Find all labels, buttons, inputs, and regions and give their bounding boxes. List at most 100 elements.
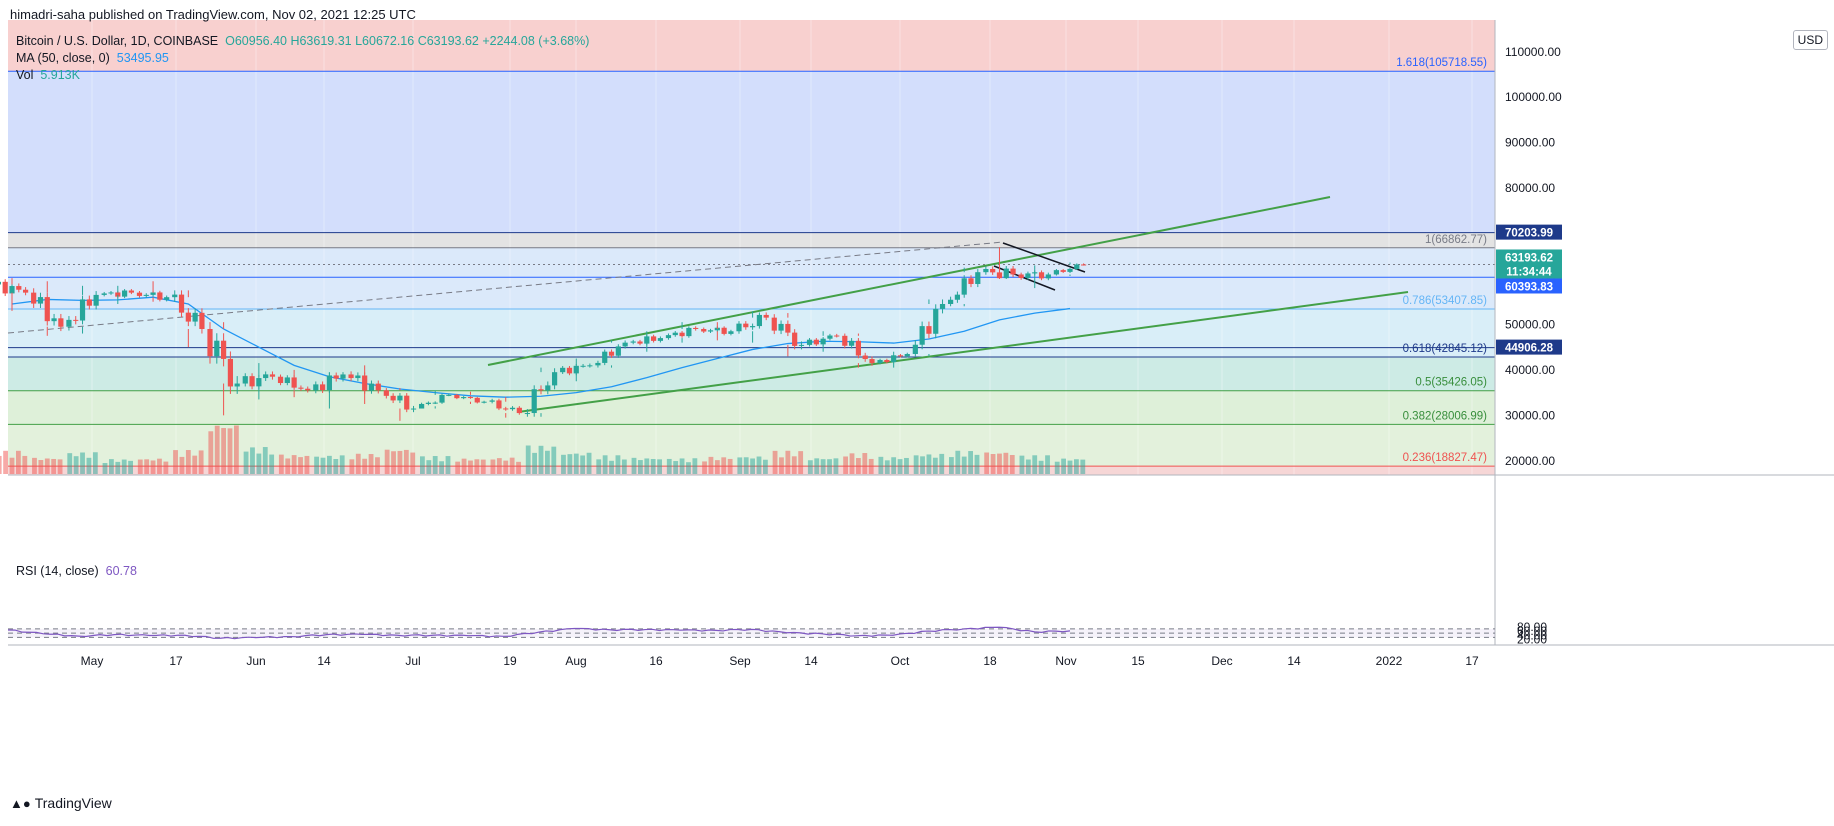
candle-body — [904, 353, 910, 357]
volume-bar — [57, 459, 63, 474]
candle-body — [961, 278, 967, 295]
price-tick-label: 30000.00 — [1505, 408, 1555, 422]
volume-legend-value: 5.913K — [40, 68, 80, 82]
volume-bar — [913, 455, 919, 474]
volume-bar — [1025, 459, 1031, 474]
volume-bar — [73, 456, 79, 474]
volume-bar — [868, 458, 874, 474]
fib-zone-4 — [8, 308, 1495, 357]
rsi-band-fill — [8, 628, 1495, 638]
volume-legend[interactable]: Vol 5.913K — [16, 68, 80, 82]
candle-body — [736, 323, 742, 332]
candle-body — [743, 323, 749, 328]
volume-bar — [403, 449, 409, 474]
candle-body — [227, 358, 233, 387]
volume-bar — [468, 460, 473, 474]
candle-body — [665, 335, 672, 339]
ma-legend-value: 53495.95 — [116, 51, 169, 65]
volume-bar — [567, 454, 573, 474]
candle-body — [2, 281, 8, 294]
price-label-box — [1496, 224, 1562, 240]
volume-bar — [1009, 454, 1015, 474]
volume-bar — [102, 463, 108, 474]
volume-bar — [439, 461, 444, 474]
time-tick-label: 14 — [1287, 654, 1301, 668]
volume-bar — [86, 457, 92, 474]
close-value: C63193.62 — [417, 34, 479, 48]
price-tick-label: 80000.00 — [1505, 181, 1555, 195]
time-tick-label: 15 — [1131, 654, 1145, 668]
candle-body — [1074, 264, 1080, 269]
volume-bar — [80, 452, 85, 474]
candle-body — [249, 376, 255, 387]
candle-body — [284, 377, 290, 384]
volume-bar — [721, 457, 727, 474]
candle-body — [150, 292, 156, 295]
time-tick-label: 17 — [169, 654, 183, 668]
candle-body — [975, 272, 981, 284]
candle-body — [9, 286, 15, 294]
candle-body — [439, 394, 445, 403]
volume-bar — [686, 462, 691, 474]
candle-body — [326, 375, 332, 391]
candle-body — [884, 360, 890, 363]
candle-body — [778, 323, 784, 331]
volume-bar — [234, 425, 239, 474]
candle-body — [234, 383, 240, 387]
volume-bar — [820, 459, 826, 474]
rsi-legend-label: RSI (14, close) — [16, 564, 99, 578]
candle-body — [101, 293, 107, 295]
volume-bar — [92, 452, 98, 474]
candle-body — [242, 376, 248, 384]
candle-body — [595, 362, 601, 366]
volume-bar — [862, 453, 868, 474]
candle-body — [842, 335, 848, 346]
volume-bar — [179, 456, 185, 474]
volume-bar — [561, 454, 566, 474]
fib-label-0.5: 0.5(35426.05) — [1415, 377, 1487, 389]
candle-body — [827, 335, 833, 339]
volume-bar — [426, 460, 432, 474]
candle-body — [877, 360, 883, 364]
fib-label-1: 1(66862.77) — [1425, 234, 1487, 246]
candle-body — [115, 292, 121, 297]
fib-zone-2 — [8, 232, 1495, 248]
time-tick-label: Jul — [405, 654, 420, 668]
candle-body — [686, 327, 692, 337]
candle-body — [503, 408, 509, 410]
candle-body — [277, 376, 284, 384]
volume-bar — [339, 455, 345, 474]
candle-body — [340, 374, 346, 379]
ma-legend[interactable]: MA (50, close, 0) 53495.95 — [16, 51, 169, 65]
volume-bar — [714, 460, 720, 474]
candle-body — [630, 341, 636, 343]
candle-body — [637, 341, 643, 344]
tradingview-brand[interactable]: ▲● TradingView — [10, 795, 112, 811]
ma-legend-label: MA (50, close, 0) — [16, 51, 110, 65]
candle-body — [375, 383, 381, 391]
rsi-legend[interactable]: RSI (14, close) 60.78 — [16, 564, 137, 578]
price-label-text: 60393.83 — [1505, 281, 1553, 293]
volume-bar — [509, 457, 515, 474]
candle-body — [615, 346, 621, 356]
price-tick-label: 20000.00 — [1505, 454, 1555, 468]
candle-body — [771, 317, 777, 331]
candle-body — [368, 383, 375, 391]
currency-button[interactable]: USD — [1792, 30, 1828, 50]
volume-bar — [32, 457, 37, 474]
symbol-label[interactable]: Bitcoin / U.S. Dollar, 1D, COINBASE — [16, 34, 219, 48]
candle-body — [1081, 264, 1087, 266]
candle-body — [1045, 274, 1051, 279]
volume-bar — [974, 454, 980, 474]
volume-bar — [368, 454, 374, 474]
candle-body — [66, 319, 72, 327]
candle-body — [806, 339, 813, 345]
volume-bar — [115, 461, 121, 474]
volume-bar — [580, 455, 586, 474]
candle-body — [707, 330, 714, 332]
time-tick-label: 17 — [1465, 654, 1479, 668]
volume-bar — [214, 425, 220, 474]
volume-bar — [532, 452, 537, 474]
